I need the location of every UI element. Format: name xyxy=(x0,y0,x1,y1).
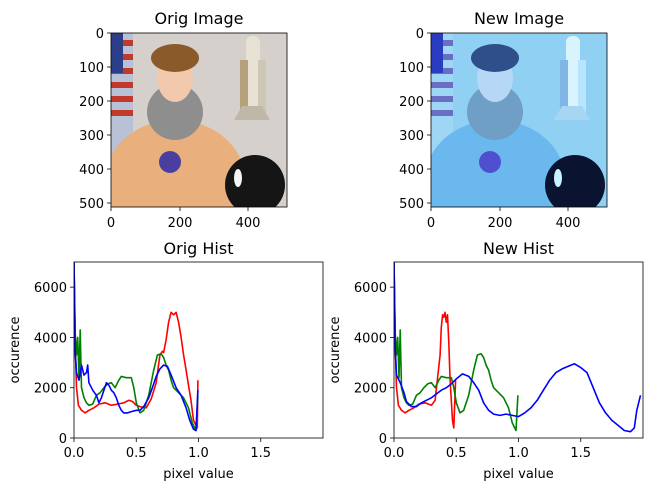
new-image-frame xyxy=(430,32,608,208)
orig-hist-ytick-label: 4000 xyxy=(34,331,67,346)
new-image-tick-labels: 0 200 400 0 100 200 300 400 500 xyxy=(399,27,580,231)
orig-image-ticks xyxy=(107,32,249,211)
orig-image-ytick-label: 0 xyxy=(96,27,104,42)
orig-image-tick-labels: 0 200 400 0 100 200 300 400 500 xyxy=(79,27,260,231)
new-hist-series-green xyxy=(394,262,519,432)
orig-hist-ytick-label: 6000 xyxy=(34,281,67,296)
new-image-panel: New Image xyxy=(399,9,608,231)
new-hist-xtick-label: 1.5 xyxy=(570,446,591,461)
orig-image-title: Orig Image xyxy=(155,9,244,28)
orig-hist-ytick-label: 0 xyxy=(59,432,67,447)
new-hist-series-blue xyxy=(394,262,642,433)
new-image-ytick-label: 0 xyxy=(416,27,424,42)
orig-image-panel: Orig Image xyxy=(79,9,288,231)
new-hist-ylabel: occurence xyxy=(328,317,343,384)
helmet-reflection xyxy=(234,169,242,187)
new-image-ytick-label: 400 xyxy=(399,163,424,178)
orig-image-ytick-label: 500 xyxy=(79,197,104,212)
new-hist-panel: New Hist 0.0 0.5 1.0 1.5 0 2000 4000 6000 pixel v… xyxy=(328,239,644,482)
new-hist-xtick-label: 0.0 xyxy=(384,446,405,461)
orig-hist-series-red xyxy=(74,262,199,429)
suit-collar xyxy=(147,84,203,140)
orig-hist-panel: Orig Hist 0.0 0.5 1.0 1.5 0 2000 4000 6000 pixel … xyxy=(8,239,324,482)
orig-image-ytick-label: 100 xyxy=(79,61,104,76)
new-hist-lines xyxy=(394,262,642,433)
new-hist-xtick-label: 0.5 xyxy=(446,446,467,461)
new-image-ticks xyxy=(427,32,569,211)
orig-image-xtick-label: 200 xyxy=(168,216,193,231)
orig-hist-xtick-label: 1.5 xyxy=(250,446,271,461)
new-image-xtick-label: 200 xyxy=(488,216,513,231)
helmet xyxy=(225,155,285,207)
orig-hist-xtick-label: 0.0 xyxy=(64,446,85,461)
orig-image-xtick-label: 0 xyxy=(107,216,115,231)
mission-patch xyxy=(159,151,181,173)
orig-image-xtick-label: 400 xyxy=(236,216,261,231)
orig-image-ytick-label: 200 xyxy=(79,95,104,110)
mission-patch xyxy=(479,151,501,173)
orig-hist-title: Orig Hist xyxy=(164,239,234,258)
orig-image xyxy=(111,33,287,207)
orig-image-frame xyxy=(110,32,288,208)
new-hist-xtick-label: 1.0 xyxy=(508,446,529,461)
suit-collar xyxy=(467,84,523,140)
hair xyxy=(151,44,199,72)
orig-hist-xlabel: pixel value xyxy=(163,467,233,482)
orig-hist-series-blue xyxy=(74,262,199,432)
new-image-xtick-label: 400 xyxy=(556,216,581,231)
new-hist-xlabel: pixel value xyxy=(483,467,553,482)
new-hist-ytick-label: 0 xyxy=(379,432,387,447)
orig-hist-ytick-label: 2000 xyxy=(34,382,67,397)
orig-hist-ylabel: occurence xyxy=(8,317,23,384)
orig-hist-frame xyxy=(73,261,324,439)
orig-hist-series-green xyxy=(74,262,199,432)
hair xyxy=(471,44,519,72)
new-image-title: New Image xyxy=(474,9,564,28)
orig-image-ytick-label: 300 xyxy=(79,129,104,144)
new-hist-title: New Hist xyxy=(483,239,554,258)
orig-hist-xtick-label: 0.5 xyxy=(126,446,147,461)
helmet-reflection xyxy=(554,169,562,187)
new-image-ytick-label: 100 xyxy=(399,61,424,76)
orig-image-ytick-label: 400 xyxy=(79,163,104,178)
orig-hist-lines xyxy=(74,262,199,432)
shuttle-graphic xyxy=(234,36,270,120)
helmet xyxy=(545,155,605,207)
new-image-xtick-label: 0 xyxy=(427,216,435,231)
orig-hist-xtick-label: 1.0 xyxy=(188,446,209,461)
new-hist-ytick-label: 6000 xyxy=(354,281,387,296)
shuttle-graphic xyxy=(554,36,590,120)
new-hist-ytick-label: 2000 xyxy=(354,382,387,397)
new-hist-ytick-label: 4000 xyxy=(354,331,387,346)
new-image-ytick-label: 300 xyxy=(399,129,424,144)
new-hist-series-red xyxy=(394,262,457,429)
new-image-ytick-label: 200 xyxy=(399,95,424,110)
new-image xyxy=(431,33,607,207)
new-image-ytick-label: 500 xyxy=(399,197,424,212)
